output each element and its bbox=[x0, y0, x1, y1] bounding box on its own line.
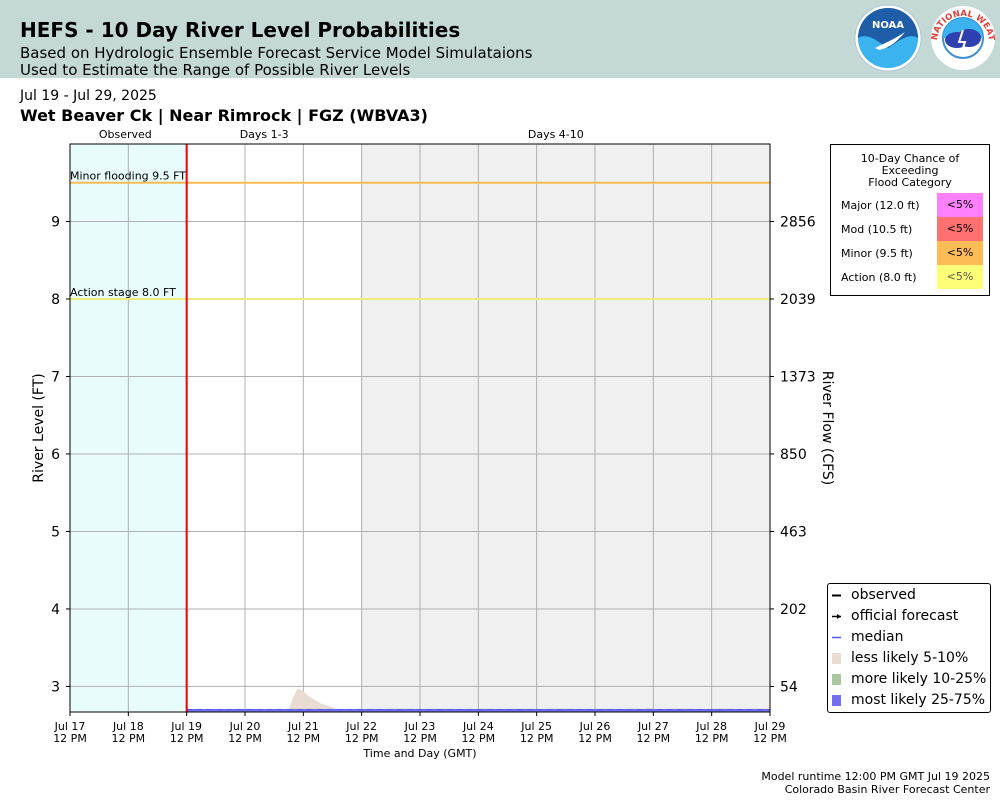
flood-probability-title: 10-Day Chance of Exceeding Flood Categor… bbox=[831, 153, 989, 189]
y-right-tick-label: 2039 bbox=[780, 292, 816, 308]
legend-arrow-icon bbox=[832, 614, 841, 619]
legend-patch-icon bbox=[832, 695, 841, 706]
x-tick-sublabel: 12 PM bbox=[112, 732, 146, 745]
period-label: Days 1-3 bbox=[240, 128, 289, 141]
legend-patch-icon bbox=[832, 674, 841, 685]
flood-row-action: Action (8.0 ft) <5% bbox=[841, 265, 983, 289]
flood-row-label: Action (8.0 ft) bbox=[841, 271, 917, 284]
x-tick-sublabel: 12 PM bbox=[345, 732, 379, 745]
x-tick-sublabel: 12 PM bbox=[753, 732, 787, 745]
flood-row-label: Mod (10.5 ft) bbox=[841, 223, 913, 236]
period-label: Days 4-10 bbox=[528, 128, 584, 141]
x-tick-label: Jul 29 bbox=[754, 720, 786, 733]
x-tick-label: Jul 20 bbox=[229, 720, 261, 733]
legend-label: more likely 10-25% bbox=[851, 671, 987, 687]
legend-item-most-likely: most likely 25-75% bbox=[832, 691, 988, 711]
y-tick-label: 7 bbox=[51, 369, 60, 385]
model-runtime: Model runtime 12:00 PM GMT Jul 19 2025 bbox=[761, 770, 990, 783]
x-tick-label: Jul 22 bbox=[345, 720, 377, 733]
x-tick-sublabel: 12 PM bbox=[403, 732, 437, 745]
x-tick-label: Jul 24 bbox=[462, 720, 494, 733]
y-tick-label: 5 bbox=[51, 524, 60, 540]
x-tick-label: Jul 17 bbox=[54, 720, 86, 733]
x-tick-label: Jul 19 bbox=[170, 720, 202, 733]
flood-row-value: <5% bbox=[937, 265, 983, 289]
flood-row-major: Major (12.0 ft) <5% bbox=[841, 193, 983, 217]
y-tick-label: 3 bbox=[51, 679, 60, 695]
legend-item-more-likely: more likely 10-25% bbox=[832, 670, 988, 690]
page-title: HEFS - 10 Day River Level Probabilities bbox=[20, 18, 461, 42]
legend-item-official-forecast: official forecast bbox=[832, 607, 988, 627]
flood-probability-title-line: Flood Category bbox=[868, 176, 952, 189]
flood-row-label: Major (12.0 ft) bbox=[841, 199, 920, 212]
x-tick-sublabel: 12 PM bbox=[287, 732, 321, 745]
legend-line-icon bbox=[832, 636, 841, 639]
y-right-tick-label: 850 bbox=[780, 447, 807, 463]
y-right-tick-label: 463 bbox=[780, 524, 807, 540]
legend-label: less likely 5-10% bbox=[851, 650, 969, 666]
period-background bbox=[186, 144, 362, 712]
flood-probability-title-line: Exceeding bbox=[881, 164, 939, 177]
y-right-tick-label: 54 bbox=[780, 679, 798, 695]
x-tick-label: Jul 28 bbox=[695, 720, 727, 733]
y-tick-label: 6 bbox=[51, 447, 60, 463]
flood-row-value: <5% bbox=[937, 241, 983, 265]
legend-patch-icon bbox=[832, 653, 841, 664]
x-tick-label: Jul 25 bbox=[520, 720, 552, 733]
flood-row-minor: Minor (9.5 ft) <5% bbox=[841, 241, 983, 265]
band-most-likely bbox=[186, 708, 770, 712]
x-tick-sublabel: 12 PM bbox=[170, 732, 204, 745]
x-tick-label: Jul 26 bbox=[579, 720, 611, 733]
x-tick-sublabel: 12 PM bbox=[53, 732, 87, 745]
y-axis-label: River Level (FT) bbox=[31, 373, 47, 482]
flood-probability-title-line: 10-Day Chance of bbox=[860, 152, 960, 165]
x-tick-label: Jul 23 bbox=[404, 720, 436, 733]
y-right-tick-label: 202 bbox=[780, 602, 807, 618]
y-right-tick-label: 2856 bbox=[780, 214, 816, 230]
page-subtitle-2: Used to Estimate the Range of Possible R… bbox=[20, 61, 411, 79]
y-tick-label: 9 bbox=[51, 214, 60, 230]
y-right-tick-label: 1373 bbox=[780, 369, 816, 385]
flood-row-moderate: Mod (10.5 ft) <5% bbox=[841, 217, 983, 241]
legend-item-median: median bbox=[832, 628, 988, 648]
flood-probability-table: 10-Day Chance of Exceeding Flood Categor… bbox=[830, 144, 990, 296]
y-tick-label: 8 bbox=[51, 292, 60, 308]
legend-label: observed bbox=[851, 587, 916, 603]
header-banner: HEFS - 10 Day River Level Probabilities … bbox=[0, 0, 1000, 79]
flood-row-value: <5% bbox=[937, 217, 983, 241]
x-tick-sublabel: 12 PM bbox=[462, 732, 496, 745]
legend-item-observed: observed bbox=[832, 586, 988, 606]
x-tick-sublabel: 12 PM bbox=[520, 732, 554, 745]
legend-label: median bbox=[851, 629, 904, 645]
threshold-label: Minor flooding 9.5 FT bbox=[70, 170, 186, 183]
noaa-logo-text: NOAA bbox=[872, 20, 904, 31]
y-tick-label: 4 bbox=[51, 602, 60, 618]
x-axis-label: Time and Day (GMT) bbox=[362, 747, 476, 760]
threshold-label: Action stage 8.0 FT bbox=[70, 286, 176, 299]
y-right-axis-label: River Flow (CFS) bbox=[819, 371, 835, 486]
x-tick-label: Jul 27 bbox=[637, 720, 669, 733]
legend-label: official forecast bbox=[851, 608, 959, 624]
x-tick-sublabel: 12 PM bbox=[228, 732, 262, 745]
x-tick-label: Jul 18 bbox=[112, 720, 144, 733]
x-tick-label: Jul 21 bbox=[287, 720, 319, 733]
date-range: Jul 19 - Jul 29, 2025 bbox=[20, 88, 157, 104]
legend-line-icon bbox=[832, 594, 841, 597]
x-tick-sublabel: 12 PM bbox=[637, 732, 671, 745]
legend-item-less-likely: less likely 5-10% bbox=[832, 649, 988, 669]
forecast-center: Colorado Basin River Forecast Center bbox=[784, 783, 990, 796]
page-subtitle: Based on Hydrologic Ensemble Forecast Se… bbox=[20, 44, 533, 62]
nws-logo: NATIONAL WEATHER SERVICE bbox=[929, 2, 996, 70]
period-background bbox=[361, 144, 770, 712]
legend-label: most likely 25-75% bbox=[851, 692, 986, 708]
x-tick-sublabel: 12 PM bbox=[578, 732, 612, 745]
station-name: Wet Beaver Ck | Near Rimrock | FGZ (WBVA… bbox=[20, 106, 428, 125]
x-tick-sublabel: 12 PM bbox=[695, 732, 729, 745]
chart-legend: observed official forecast median less l… bbox=[827, 583, 991, 713]
period-label: Observed bbox=[99, 128, 152, 141]
noaa-logo: NOAA bbox=[854, 4, 922, 72]
flood-row-label: Minor (9.5 ft) bbox=[841, 247, 913, 260]
flood-row-value: <5% bbox=[937, 193, 983, 217]
